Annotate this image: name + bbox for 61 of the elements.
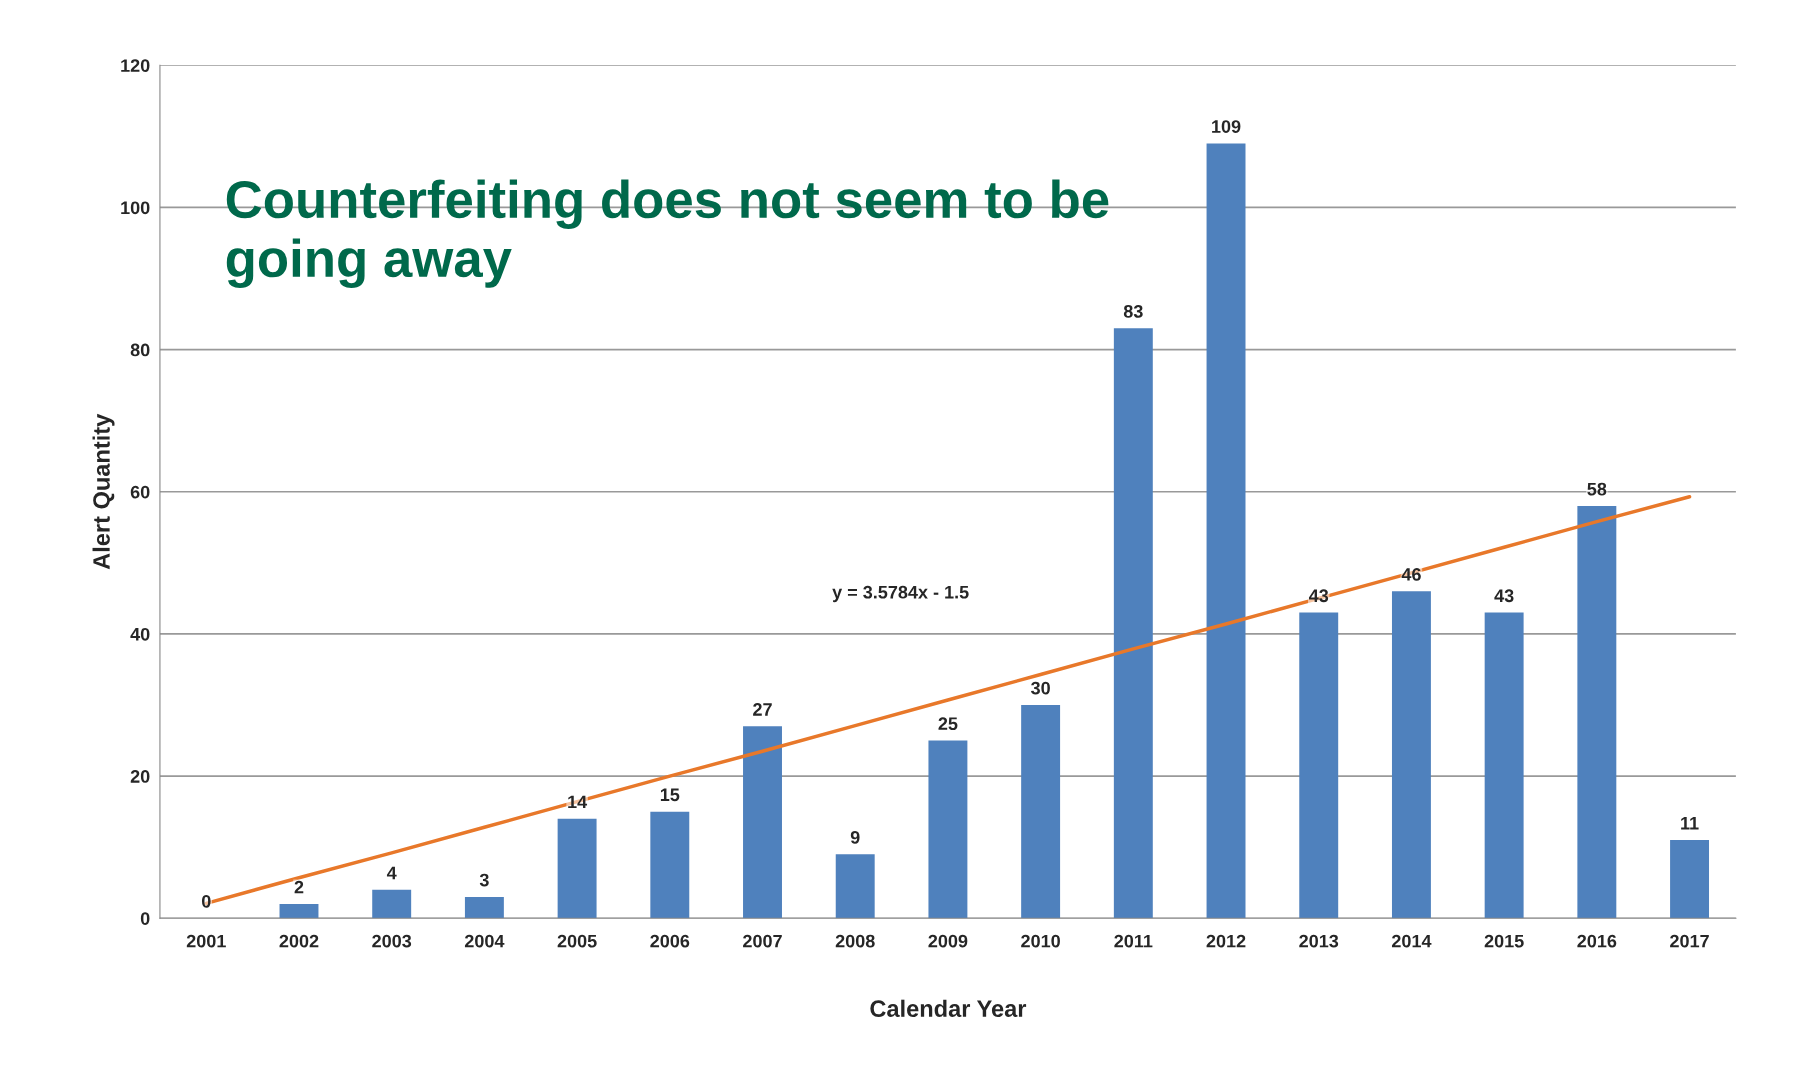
data-label: 0 [201,894,211,908]
data-label: 27 [753,703,772,716]
bar [279,904,319,919]
data-label: 109 [1212,120,1241,133]
data-label: 15 [660,788,680,802]
bar [928,740,968,919]
x-tick-label: 2011 [1114,934,1153,948]
y-tick-label: 0 [140,912,150,925]
x-tick-label: 2012 [1206,934,1246,948]
data-label: 30 [1031,681,1050,695]
bar [1021,705,1061,919]
data-label: 83 [1123,304,1143,318]
y-tick-label: 40 [130,627,150,641]
x-tick-label: 2013 [1299,934,1339,948]
x-tick-label: 2006 [650,934,690,948]
x-tick-label: 2009 [928,934,968,948]
data-label: 46 [1401,567,1421,581]
data-label: 3 [479,873,489,887]
x-tick-label: 2016 [1577,934,1617,948]
bar [1484,612,1524,919]
bar [1391,591,1431,919]
bar [1670,840,1710,919]
data-label: 25 [938,717,958,731]
bar [743,726,782,919]
bar [1206,143,1246,919]
data-label: 2 [294,880,304,894]
data-label: 43 [1308,589,1329,603]
data-label: 11 [1681,816,1699,830]
bar [1577,505,1617,919]
data-label: 4 [386,866,397,880]
text: Counterfeiting does not seem to be going away [226,179,1109,288]
data-label: 43 [1494,589,1514,603]
bar [650,811,690,919]
bar [1113,328,1153,919]
x-tick-label: 2015 [1484,934,1524,948]
y-tick-label: 20 [130,770,150,783]
x-tick-label: 2001 [186,934,226,948]
y-tick-label: 80 [130,343,150,357]
bar [372,889,412,919]
x-tick-label: 2010 [1021,934,1060,948]
y-tick-label: 100 [121,201,150,215]
y-tick-label: 60 [130,485,150,499]
y-axis-title: Alert Quantity [92,413,115,570]
data-label: 58 [1587,482,1607,496]
x-tick-label: 2005 [557,934,597,948]
data-label: 14 [568,795,588,809]
annotation: y = 3.5784x - 1.5 [832,585,969,603]
x-tick-label: 2003 [372,934,412,948]
y-tick-label: 120 [121,59,150,72]
x-tick-label: 2014 [1391,934,1432,948]
bar [464,896,504,919]
x-tick-label: 2002 [279,934,319,948]
x-tick-label: 2004 [464,934,505,948]
x-tick-label: 2007 [743,934,782,948]
bar [835,854,875,919]
bar [1299,612,1339,919]
data-label: 9 [850,831,860,844]
x-axis-title: Calendar Year [870,999,1027,1018]
bar [557,818,597,919]
x-tick-label: 2017 [1670,934,1709,948]
x-tick-label: 2008 [835,934,875,948]
